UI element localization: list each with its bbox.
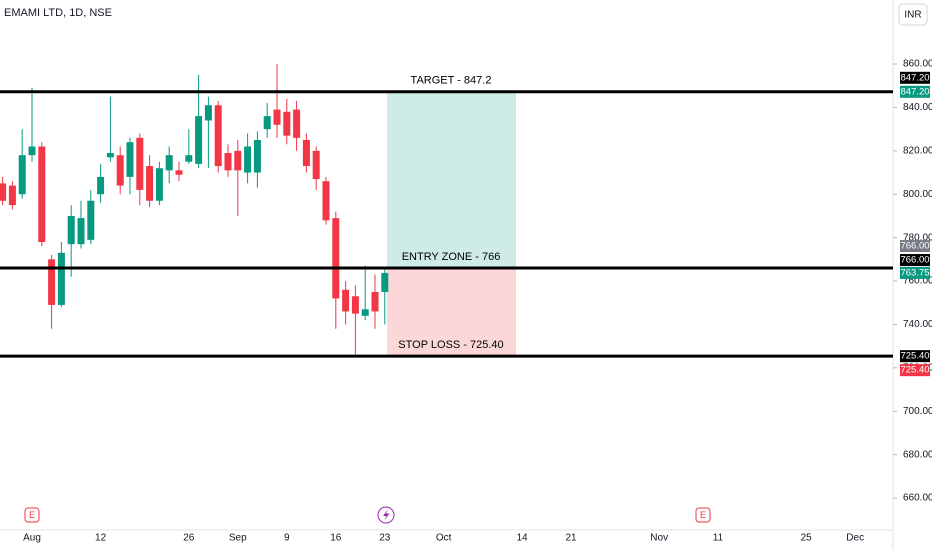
candle-body xyxy=(332,218,340,299)
candle-body xyxy=(293,109,301,138)
y-tick-label: 660.00 xyxy=(903,493,932,504)
y-tick-label: 800.00 xyxy=(903,189,932,200)
candle-body xyxy=(204,105,212,121)
candle-body xyxy=(28,146,36,156)
x-tick-label: Aug xyxy=(23,533,41,544)
candle-body xyxy=(48,259,56,305)
price-tag-label: 847.20 xyxy=(900,86,929,97)
x-tick-label: Sep xyxy=(229,533,247,544)
candle-body xyxy=(126,142,134,177)
y-tick-label: 700.00 xyxy=(903,406,932,417)
x-tick-label: 16 xyxy=(330,533,342,544)
y-tick-label: 820.00 xyxy=(903,145,932,156)
price-tag xyxy=(900,85,930,98)
dividend-marker[interactable] xyxy=(377,506,395,524)
x-tick-label: 11 xyxy=(713,533,724,544)
level-label: STOP LOSS - 725.40 xyxy=(398,339,503,351)
price-tag xyxy=(900,71,930,84)
lightning-icon xyxy=(383,509,390,521)
candle-body xyxy=(185,155,193,162)
price-tag-label: 766.00 xyxy=(900,255,929,266)
earnings-marker[interactable]: E xyxy=(24,507,40,523)
y-tick-label: 740.00 xyxy=(903,319,932,330)
candle-body xyxy=(57,252,65,305)
x-tick-label: Oct xyxy=(436,533,452,544)
candle-body xyxy=(77,218,85,245)
level-label: TARGET - 847.2 xyxy=(411,75,492,87)
candle-body xyxy=(136,137,144,190)
price-tag xyxy=(900,240,930,253)
earnings-marker[interactable]: E xyxy=(695,507,711,523)
candle-body xyxy=(224,153,232,171)
candle-body xyxy=(351,296,359,314)
x-tick-label: 14 xyxy=(516,533,528,544)
x-tick-label: 21 xyxy=(565,533,577,544)
event-box[interactable] xyxy=(24,507,40,523)
candle-body xyxy=(381,272,389,292)
candle-body xyxy=(165,155,173,171)
y-tick-label: 760.00 xyxy=(903,276,932,287)
candle-body xyxy=(263,116,271,130)
candle-body xyxy=(0,183,7,201)
candle-body xyxy=(234,150,242,171)
price-tag-label: 725.40 xyxy=(900,365,929,376)
candle-body xyxy=(302,139,310,167)
candle-body xyxy=(244,146,252,173)
x-tick-label: Dec xyxy=(846,533,864,544)
price-tag xyxy=(900,266,930,279)
price-tag xyxy=(900,254,930,267)
x-tick-label: 23 xyxy=(379,533,391,544)
y-tick-label: 680.00 xyxy=(903,449,932,460)
zone xyxy=(387,268,516,357)
y-tick-label: 780.00 xyxy=(903,232,932,243)
candle-body xyxy=(195,116,203,164)
x-tick-label: 26 xyxy=(183,533,195,544)
candle-body xyxy=(106,153,114,158)
x-tick-label: 25 xyxy=(801,533,813,544)
candle-body xyxy=(283,111,291,136)
x-tick-label: 12 xyxy=(95,533,107,544)
candle-body xyxy=(67,215,75,245)
level-label: ENTRY ZONE - 766 xyxy=(402,251,501,263)
x-tick-label: 9 xyxy=(284,533,290,544)
candle-body xyxy=(87,200,95,240)
candle-body xyxy=(146,166,154,201)
candle-body xyxy=(38,146,46,242)
candle-body xyxy=(155,168,163,201)
price-tag-label: 725.40 xyxy=(900,351,929,362)
candle-body xyxy=(116,155,124,186)
candle-body xyxy=(175,170,183,175)
candle-body xyxy=(253,139,261,173)
candle-body xyxy=(322,181,330,221)
event-label: E xyxy=(700,510,706,520)
candle-body xyxy=(312,150,320,180)
event-label: E xyxy=(29,510,35,520)
price-tag xyxy=(900,350,930,363)
price-tag-label: 766.00 xyxy=(900,241,929,252)
price-tag-label: 763.75 xyxy=(900,267,929,278)
candle-body xyxy=(97,176,105,195)
y-tick-label: 860.00 xyxy=(903,59,932,70)
symbol-title: EMAMI LTD, 1D, NSE xyxy=(4,7,112,19)
zone xyxy=(387,91,516,269)
candle-body xyxy=(273,109,281,125)
price-tag xyxy=(900,364,930,377)
event-box[interactable] xyxy=(695,507,711,523)
currency[interactable]: INR xyxy=(904,10,921,21)
x-tick-label: Nov xyxy=(650,533,668,544)
candle-body xyxy=(18,155,26,195)
candle-body xyxy=(371,291,379,312)
candle-body xyxy=(342,289,350,312)
currency-box[interactable] xyxy=(898,3,928,26)
price-tag-label: 847.20 xyxy=(900,72,929,83)
y-tick-label: 840.00 xyxy=(903,102,932,113)
candle-body xyxy=(361,309,369,316)
candle-body xyxy=(214,105,222,167)
candle-body xyxy=(8,185,16,206)
